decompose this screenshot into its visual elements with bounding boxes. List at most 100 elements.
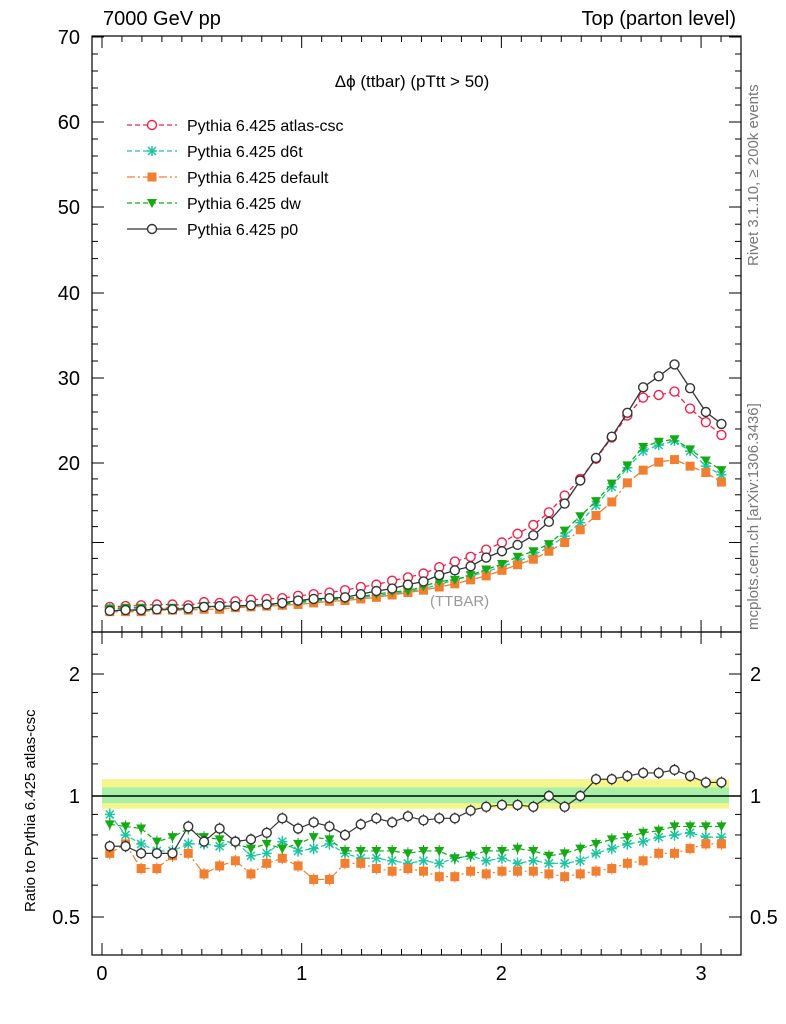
data-point	[214, 600, 225, 612]
ratio-data-point	[136, 824, 147, 834]
ratio-data-point	[559, 858, 570, 869]
ratio-data-point	[466, 866, 476, 876]
ratio-data-point	[324, 835, 335, 845]
ratio-y-tick-label-right: 2	[750, 664, 761, 686]
data-point	[528, 519, 539, 531]
ratio-y-axis-label: Ratio to Pythia 6.425 atlas-csc	[22, 709, 39, 912]
data-point	[465, 571, 476, 581]
ratio-data-point	[387, 855, 398, 866]
ratio-data-point	[512, 799, 523, 811]
ratio-data-point	[575, 790, 586, 802]
ratio-data-point	[245, 834, 257, 845]
ratio-data-point	[277, 853, 287, 863]
ratio-data-point	[434, 813, 445, 824]
ratio-series-pythia-6-425-d6t	[104, 808, 727, 870]
data-point	[497, 565, 507, 575]
ratio-data-point	[215, 861, 225, 871]
ratio-data-point	[559, 801, 570, 813]
legend-marker	[147, 172, 157, 182]
ratio-data-point	[136, 864, 146, 874]
data-point	[543, 516, 555, 528]
y-tick-label: 20	[58, 453, 80, 475]
ratio-data-point	[245, 844, 256, 854]
ratio-y-tick-label-left: 2	[69, 664, 80, 686]
ratio-data-point	[167, 833, 178, 843]
data-point	[653, 389, 664, 401]
ratio-data-point	[607, 864, 617, 874]
ratio-data-point	[496, 853, 507, 864]
data-point	[292, 595, 304, 606]
data-point	[606, 431, 617, 442]
data-point	[465, 561, 476, 572]
ratio-data-point	[104, 820, 115, 830]
ratio-data-point	[183, 848, 193, 858]
ratio-data-point	[606, 774, 617, 785]
ratio-data-point	[528, 866, 538, 876]
ratio-data-point	[151, 848, 163, 859]
ratio-data-point	[701, 839, 711, 849]
ratio-data-point	[308, 843, 319, 854]
data-point	[528, 547, 539, 557]
y-tick-label: 70	[58, 27, 80, 49]
ratio-data-point	[544, 869, 554, 879]
rivet-version-label: Rivet 3.1.10, ≥ 200k events	[745, 84, 762, 266]
data-point	[449, 565, 461, 576]
ratio-data-point	[246, 869, 256, 879]
ratio-data-point	[277, 813, 288, 824]
energy-label: 7000 GeV pp	[103, 8, 221, 30]
data-point	[339, 592, 351, 603]
series-line	[109, 458, 722, 613]
ratio-line	[109, 823, 722, 859]
ratio-data-point	[293, 861, 303, 871]
ratio-data-point	[638, 836, 649, 847]
data-point	[261, 599, 272, 610]
data-point	[512, 552, 523, 562]
data-point	[544, 546, 554, 556]
data-point	[591, 497, 602, 507]
ratio-data-point	[543, 858, 554, 869]
ratio-data-point	[654, 848, 664, 858]
data-point	[104, 605, 115, 617]
ratio-data-point	[716, 822, 727, 832]
ratio-data-point	[198, 836, 210, 847]
ratio-data-point	[449, 813, 461, 824]
ratio-data-point	[120, 829, 131, 840]
data-point	[120, 604, 131, 616]
ratio-data-point	[653, 832, 664, 843]
data-point	[700, 406, 712, 418]
ratio-data-point	[591, 839, 602, 849]
ratio-data-point	[104, 841, 115, 852]
ratio-data-point	[512, 858, 523, 869]
ratio-data-point	[685, 844, 695, 854]
ratio-data-point	[622, 770, 633, 782]
x-tick-label: 3	[695, 963, 706, 985]
ratio-data-point	[496, 799, 508, 811]
data-point	[591, 510, 601, 520]
data-point	[575, 512, 586, 522]
series-pythia-6-425-d6t	[104, 435, 727, 615]
ratio-data-point	[403, 864, 413, 874]
data-point	[151, 604, 163, 615]
ratio-data-point	[339, 829, 351, 841]
ratio-data-point	[262, 858, 272, 868]
ratio-data-point	[684, 770, 696, 782]
data-point	[528, 554, 538, 564]
ratio-line	[109, 769, 722, 854]
ratio-data-point	[293, 839, 304, 849]
ratio-data-point	[622, 838, 633, 849]
data-point	[685, 445, 696, 455]
data-point	[512, 528, 523, 539]
ratio-line	[109, 843, 722, 881]
data-point	[716, 429, 727, 441]
ratio-data-point	[214, 841, 225, 852]
ratio-data-point	[575, 855, 586, 866]
data-point	[653, 437, 664, 447]
ratio-data-point	[465, 805, 476, 816]
ratio-data-point	[261, 827, 272, 838]
data-point	[198, 601, 210, 613]
ratio-y-tick-label-left: 1	[69, 786, 80, 808]
series-pythia-6-425-p0	[104, 359, 727, 617]
ratio-data-point	[214, 835, 225, 845]
ratio-data-point	[497, 866, 507, 876]
data-point	[684, 403, 696, 414]
